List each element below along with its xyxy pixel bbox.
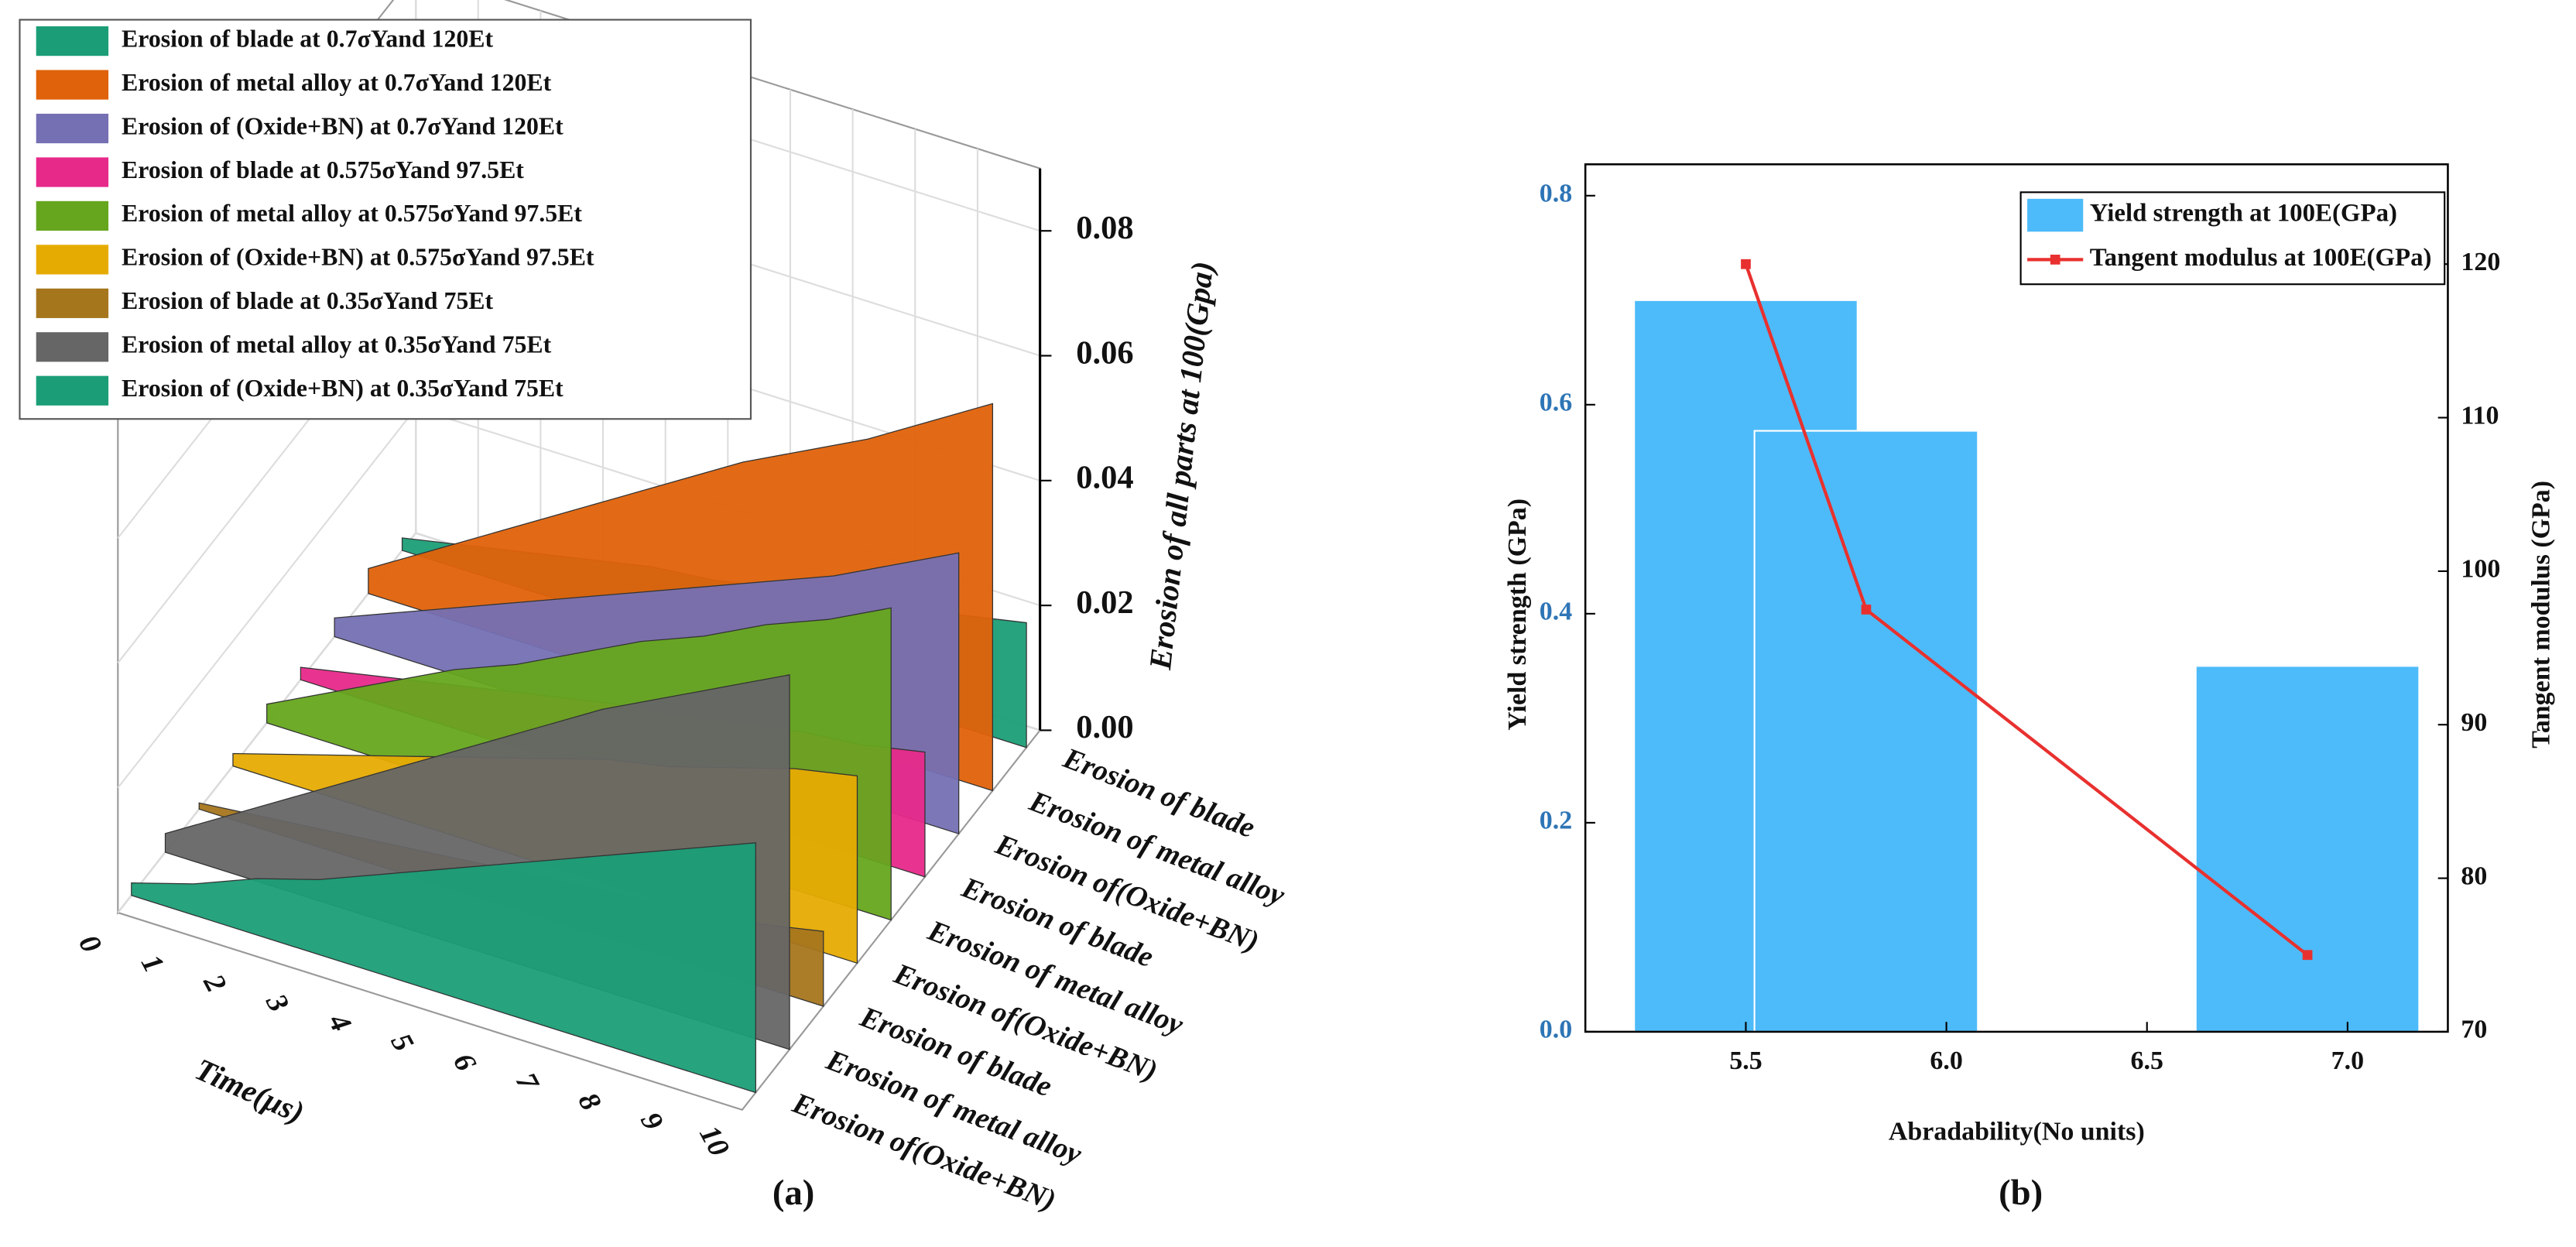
y2-tick-label: 70 bbox=[2461, 1016, 2487, 1044]
area-ribbon bbox=[131, 842, 756, 1094]
legend-swatch bbox=[36, 288, 109, 318]
legend-swatch bbox=[2027, 198, 2084, 232]
z-tick-label: 0.02 bbox=[1076, 584, 1133, 621]
legend-label: Erosion of metal alloy at 0.575σYand 97.… bbox=[122, 200, 582, 227]
x-axis-title: Abradability(No units) bbox=[1889, 1117, 2145, 1146]
y-tick-label: 0.8 bbox=[1540, 180, 1572, 208]
marker bbox=[1741, 259, 1751, 269]
legend-label: Erosion of blade at 0.575σYand 97.5Et bbox=[122, 156, 524, 183]
bar bbox=[1753, 430, 1979, 1033]
legend-label: Erosion of metal alloy at 0.35σYand 75Et bbox=[122, 331, 552, 358]
y2-tick-label: 90 bbox=[2461, 708, 2487, 737]
x-tick-label: 6.5 bbox=[2131, 1047, 2163, 1075]
legend-label: Erosion of (Oxide+BN) at 0.7σYand 120Et bbox=[122, 112, 564, 139]
y-tick-label: 0.6 bbox=[1540, 389, 1572, 417]
legend-label: Erosion of (Oxide+BN) at 0.575σYand 97.5… bbox=[122, 244, 594, 271]
y2-axis-title: Tangent modulus (GPa) bbox=[2526, 481, 2555, 749]
z-tick-label: 0.06 bbox=[1076, 334, 1133, 371]
y-tick-label: 0.4 bbox=[1540, 598, 1572, 626]
bar bbox=[2194, 665, 2420, 1033]
y-tick-label: 0.2 bbox=[1540, 807, 1572, 835]
legend-swatch bbox=[36, 332, 109, 362]
y2-tick-label: 100 bbox=[2461, 555, 2500, 584]
legend-label: Yield strength at 100E(GPa) bbox=[2090, 200, 2397, 228]
marker bbox=[1861, 605, 1872, 615]
y-tick-label: 0.0 bbox=[1540, 1016, 1572, 1044]
legend-label: Tangent modulus at 100E(GPa) bbox=[2090, 244, 2432, 272]
x-tick-label: 5.5 bbox=[1729, 1047, 1762, 1075]
z-tick-label: 0.04 bbox=[1076, 460, 1133, 496]
plot-frame bbox=[1584, 163, 2449, 1033]
legend-label: Erosion of blade at 0.7σYand 120Et bbox=[122, 25, 493, 52]
legend-swatch bbox=[36, 157, 109, 187]
legend-swatch bbox=[36, 26, 109, 57]
z-tick-label: 0.00 bbox=[1076, 709, 1133, 745]
legend-swatch bbox=[36, 70, 109, 100]
legend-label: Erosion of blade at 0.35σYand 75Et bbox=[122, 287, 493, 314]
x-tick-label: 7.0 bbox=[2331, 1047, 2364, 1075]
y-axis-title: Yield strength (GPa) bbox=[1503, 498, 1532, 731]
y2-tick-label: 110 bbox=[2461, 401, 2499, 430]
legend-label: Erosion of (Oxide+BN) at 0.35σYand 75Et bbox=[122, 375, 564, 402]
legend-swatch bbox=[36, 113, 109, 144]
legend-swatch bbox=[36, 245, 109, 275]
y2-tick-label: 120 bbox=[2461, 248, 2500, 276]
caption: (b) bbox=[1999, 1173, 2043, 1213]
legend-label: Erosion of metal alloy at 0.7σYand 120Et bbox=[122, 69, 552, 96]
legend-swatch bbox=[36, 200, 109, 231]
marker bbox=[2302, 950, 2313, 961]
caption: (a) bbox=[772, 1173, 814, 1213]
legend-box bbox=[19, 19, 752, 420]
z-tick-label: 0.08 bbox=[1076, 210, 1133, 246]
legend-marker bbox=[2050, 255, 2060, 265]
x-tick-label: 6.0 bbox=[1930, 1047, 1962, 1075]
legend-box bbox=[2019, 191, 2446, 286]
y2-tick-label: 80 bbox=[2461, 862, 2487, 890]
legend-swatch bbox=[36, 375, 109, 406]
